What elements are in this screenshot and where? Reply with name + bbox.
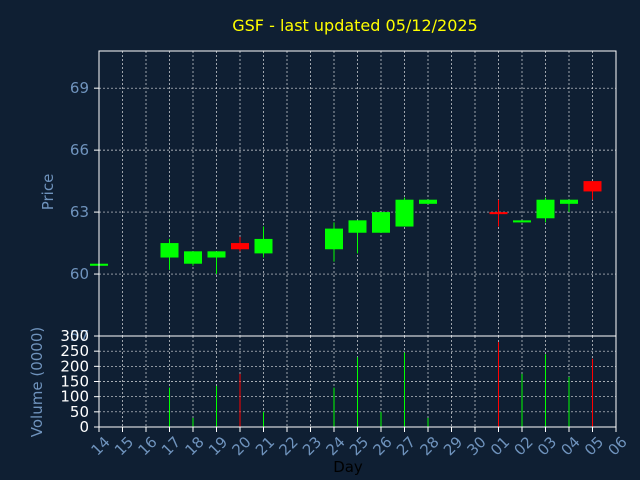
candle-body	[583, 181, 602, 192]
volume-tick-label: 200	[60, 357, 89, 375]
candle-body	[160, 243, 179, 258]
volume-tick-label: 300	[60, 327, 89, 345]
candle-body	[513, 220, 531, 223]
candle-body	[325, 228, 343, 250]
x-axis-label: Day	[333, 458, 363, 476]
volume-tick-label: 0	[79, 418, 89, 436]
price-axis-label: Price	[39, 174, 57, 211]
price-y-axis: 57 60 63 66 69	[70, 79, 99, 345]
candle-body	[419, 199, 437, 204]
volume-axis-label: Volume (0000)	[28, 327, 46, 437]
price-gridlines	[98, 51, 617, 337]
price-candles	[90, 181, 602, 275]
volume-tick-label: 250	[60, 342, 89, 360]
candle-body	[207, 251, 226, 258]
volume-bars	[169, 342, 593, 427]
candle-body	[184, 251, 202, 264]
price-tick-label: 57	[70, 327, 89, 345]
candle-body	[372, 212, 390, 233]
candle-body	[395, 199, 414, 227]
volume-tick-label: 150	[60, 373, 89, 391]
candle-body	[560, 199, 578, 204]
chart-title: GSF - last updated 05/12/2025	[232, 16, 477, 35]
candle-body	[231, 243, 249, 250]
price-tick-label: 69	[70, 79, 89, 97]
volume-tick-label: 100	[60, 388, 89, 406]
candle-body	[489, 212, 508, 215]
price-tick-label: 60	[70, 265, 89, 283]
candle-body	[348, 220, 367, 233]
volume-tick-label: 50	[70, 403, 89, 421]
price-tick-label: 66	[70, 141, 89, 159]
price-tick-label: 63	[70, 203, 89, 221]
candle-body	[536, 199, 555, 219]
candle-body	[254, 238, 273, 254]
